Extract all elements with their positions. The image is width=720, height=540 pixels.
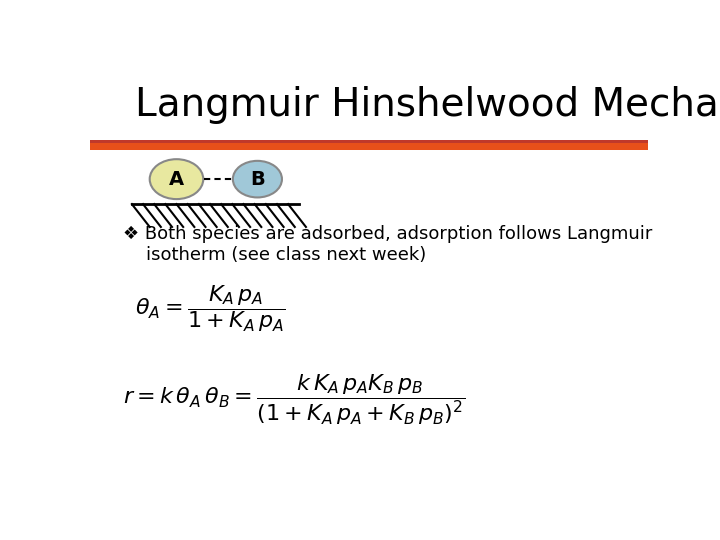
Bar xyxy=(90,140,648,143)
Text: $\theta_A = \dfrac{K_A\, p_A}{1 + K_A\, p_A}$: $\theta_A = \dfrac{K_A\, p_A}{1 + K_A\, … xyxy=(135,283,285,334)
Text: $r = k\,\theta_A\,\theta_B = \dfrac{k\,K_A\, p_A K_B\, p_B}{\left(1 + K_A\, p_A : $r = k\,\theta_A\,\theta_B = \dfrac{k\,K… xyxy=(124,373,466,427)
Text: A: A xyxy=(169,170,184,188)
Bar xyxy=(90,141,648,150)
Text: ❖ Both species are adsorbed, adsorption follows Langmuir: ❖ Both species are adsorbed, adsorption … xyxy=(124,225,653,243)
Circle shape xyxy=(233,161,282,198)
Text: Langmuir Hinshelwood Mechanism: Langmuir Hinshelwood Mechanism xyxy=(135,85,720,124)
Text: isotherm (see class next week): isotherm (see class next week) xyxy=(124,246,427,264)
Text: B: B xyxy=(250,170,265,188)
Circle shape xyxy=(150,159,203,199)
